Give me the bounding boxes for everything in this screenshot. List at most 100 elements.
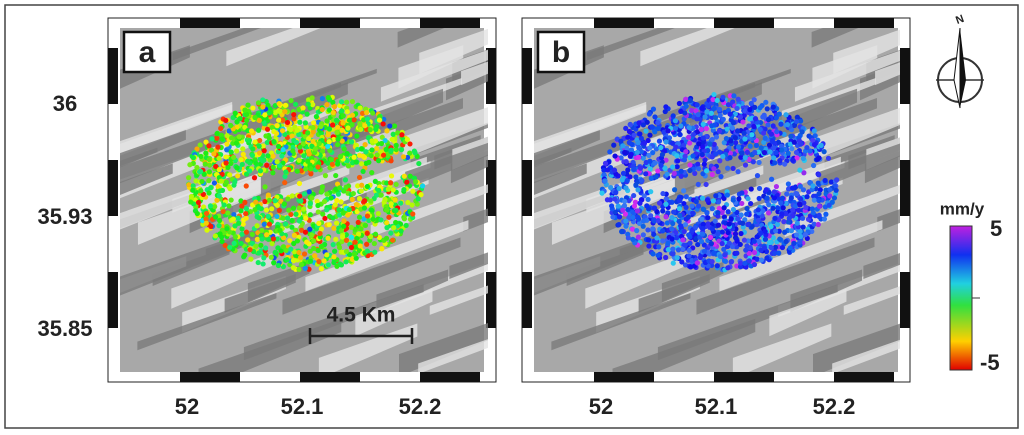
point (262, 184, 268, 190)
point (266, 135, 272, 141)
point (619, 229, 625, 235)
point (695, 161, 701, 167)
point (652, 129, 658, 135)
point (352, 239, 358, 245)
point (364, 230, 370, 236)
point (404, 136, 411, 143)
point (308, 166, 314, 172)
point (671, 187, 678, 193)
point (709, 136, 715, 143)
point (276, 207, 282, 214)
point (705, 215, 711, 221)
point (206, 169, 213, 175)
point (719, 210, 725, 216)
point (298, 227, 305, 233)
point (219, 136, 225, 142)
point (703, 168, 710, 174)
point (771, 189, 777, 195)
point (674, 255, 680, 261)
ridge (612, 318, 756, 372)
point (330, 215, 336, 221)
point (833, 187, 839, 193)
point (797, 183, 803, 189)
point (624, 145, 630, 152)
point (789, 146, 795, 152)
point (391, 123, 398, 129)
point (407, 141, 413, 147)
point (362, 142, 368, 148)
ridge (877, 209, 900, 232)
point (257, 137, 263, 144)
point (358, 188, 364, 194)
point (773, 228, 779, 234)
point (324, 118, 330, 124)
point (827, 187, 833, 193)
point (233, 148, 240, 154)
point (256, 215, 262, 221)
point (206, 190, 212, 196)
point (625, 167, 631, 173)
point (715, 210, 721, 216)
point (203, 210, 210, 217)
point (646, 243, 652, 249)
point (296, 106, 302, 113)
point (721, 246, 727, 252)
point (260, 158, 266, 164)
point (322, 215, 328, 222)
point (384, 225, 390, 231)
point (379, 246, 385, 252)
point (776, 250, 782, 256)
map-panel: a 4.5 Km (107, 17, 497, 383)
border-segment (108, 272, 118, 328)
point (378, 192, 384, 198)
point (655, 125, 661, 132)
point (653, 174, 659, 180)
point (685, 214, 691, 220)
point (707, 141, 713, 147)
point (683, 103, 689, 109)
point (384, 152, 391, 159)
point (318, 266, 324, 272)
point (687, 140, 693, 146)
point (266, 221, 273, 227)
point (781, 131, 787, 137)
point (788, 195, 794, 201)
point (815, 180, 821, 186)
point (198, 168, 204, 175)
point (629, 141, 635, 148)
point (382, 196, 388, 202)
point (713, 134, 720, 140)
ridge (399, 322, 488, 372)
point (646, 152, 652, 158)
point (273, 130, 280, 137)
point (754, 173, 761, 179)
point (727, 111, 733, 117)
point (256, 143, 262, 149)
point (616, 214, 623, 220)
point (715, 231, 721, 237)
point (384, 180, 390, 186)
point (370, 110, 376, 116)
point (334, 129, 340, 135)
point (398, 228, 404, 234)
point (296, 218, 302, 224)
point (361, 216, 367, 222)
point (773, 115, 779, 121)
point (794, 232, 800, 238)
point (758, 145, 764, 151)
ridge (638, 273, 710, 313)
ridge (640, 28, 735, 67)
point (283, 169, 289, 175)
point (689, 228, 695, 234)
point (316, 220, 322, 226)
point (634, 149, 640, 155)
point (620, 207, 626, 213)
point (390, 131, 396, 137)
point (271, 260, 277, 266)
point (290, 257, 297, 264)
point (827, 193, 833, 199)
point (761, 150, 768, 156)
point (776, 111, 782, 117)
border-segment (180, 18, 240, 28)
border-segment (900, 48, 910, 104)
